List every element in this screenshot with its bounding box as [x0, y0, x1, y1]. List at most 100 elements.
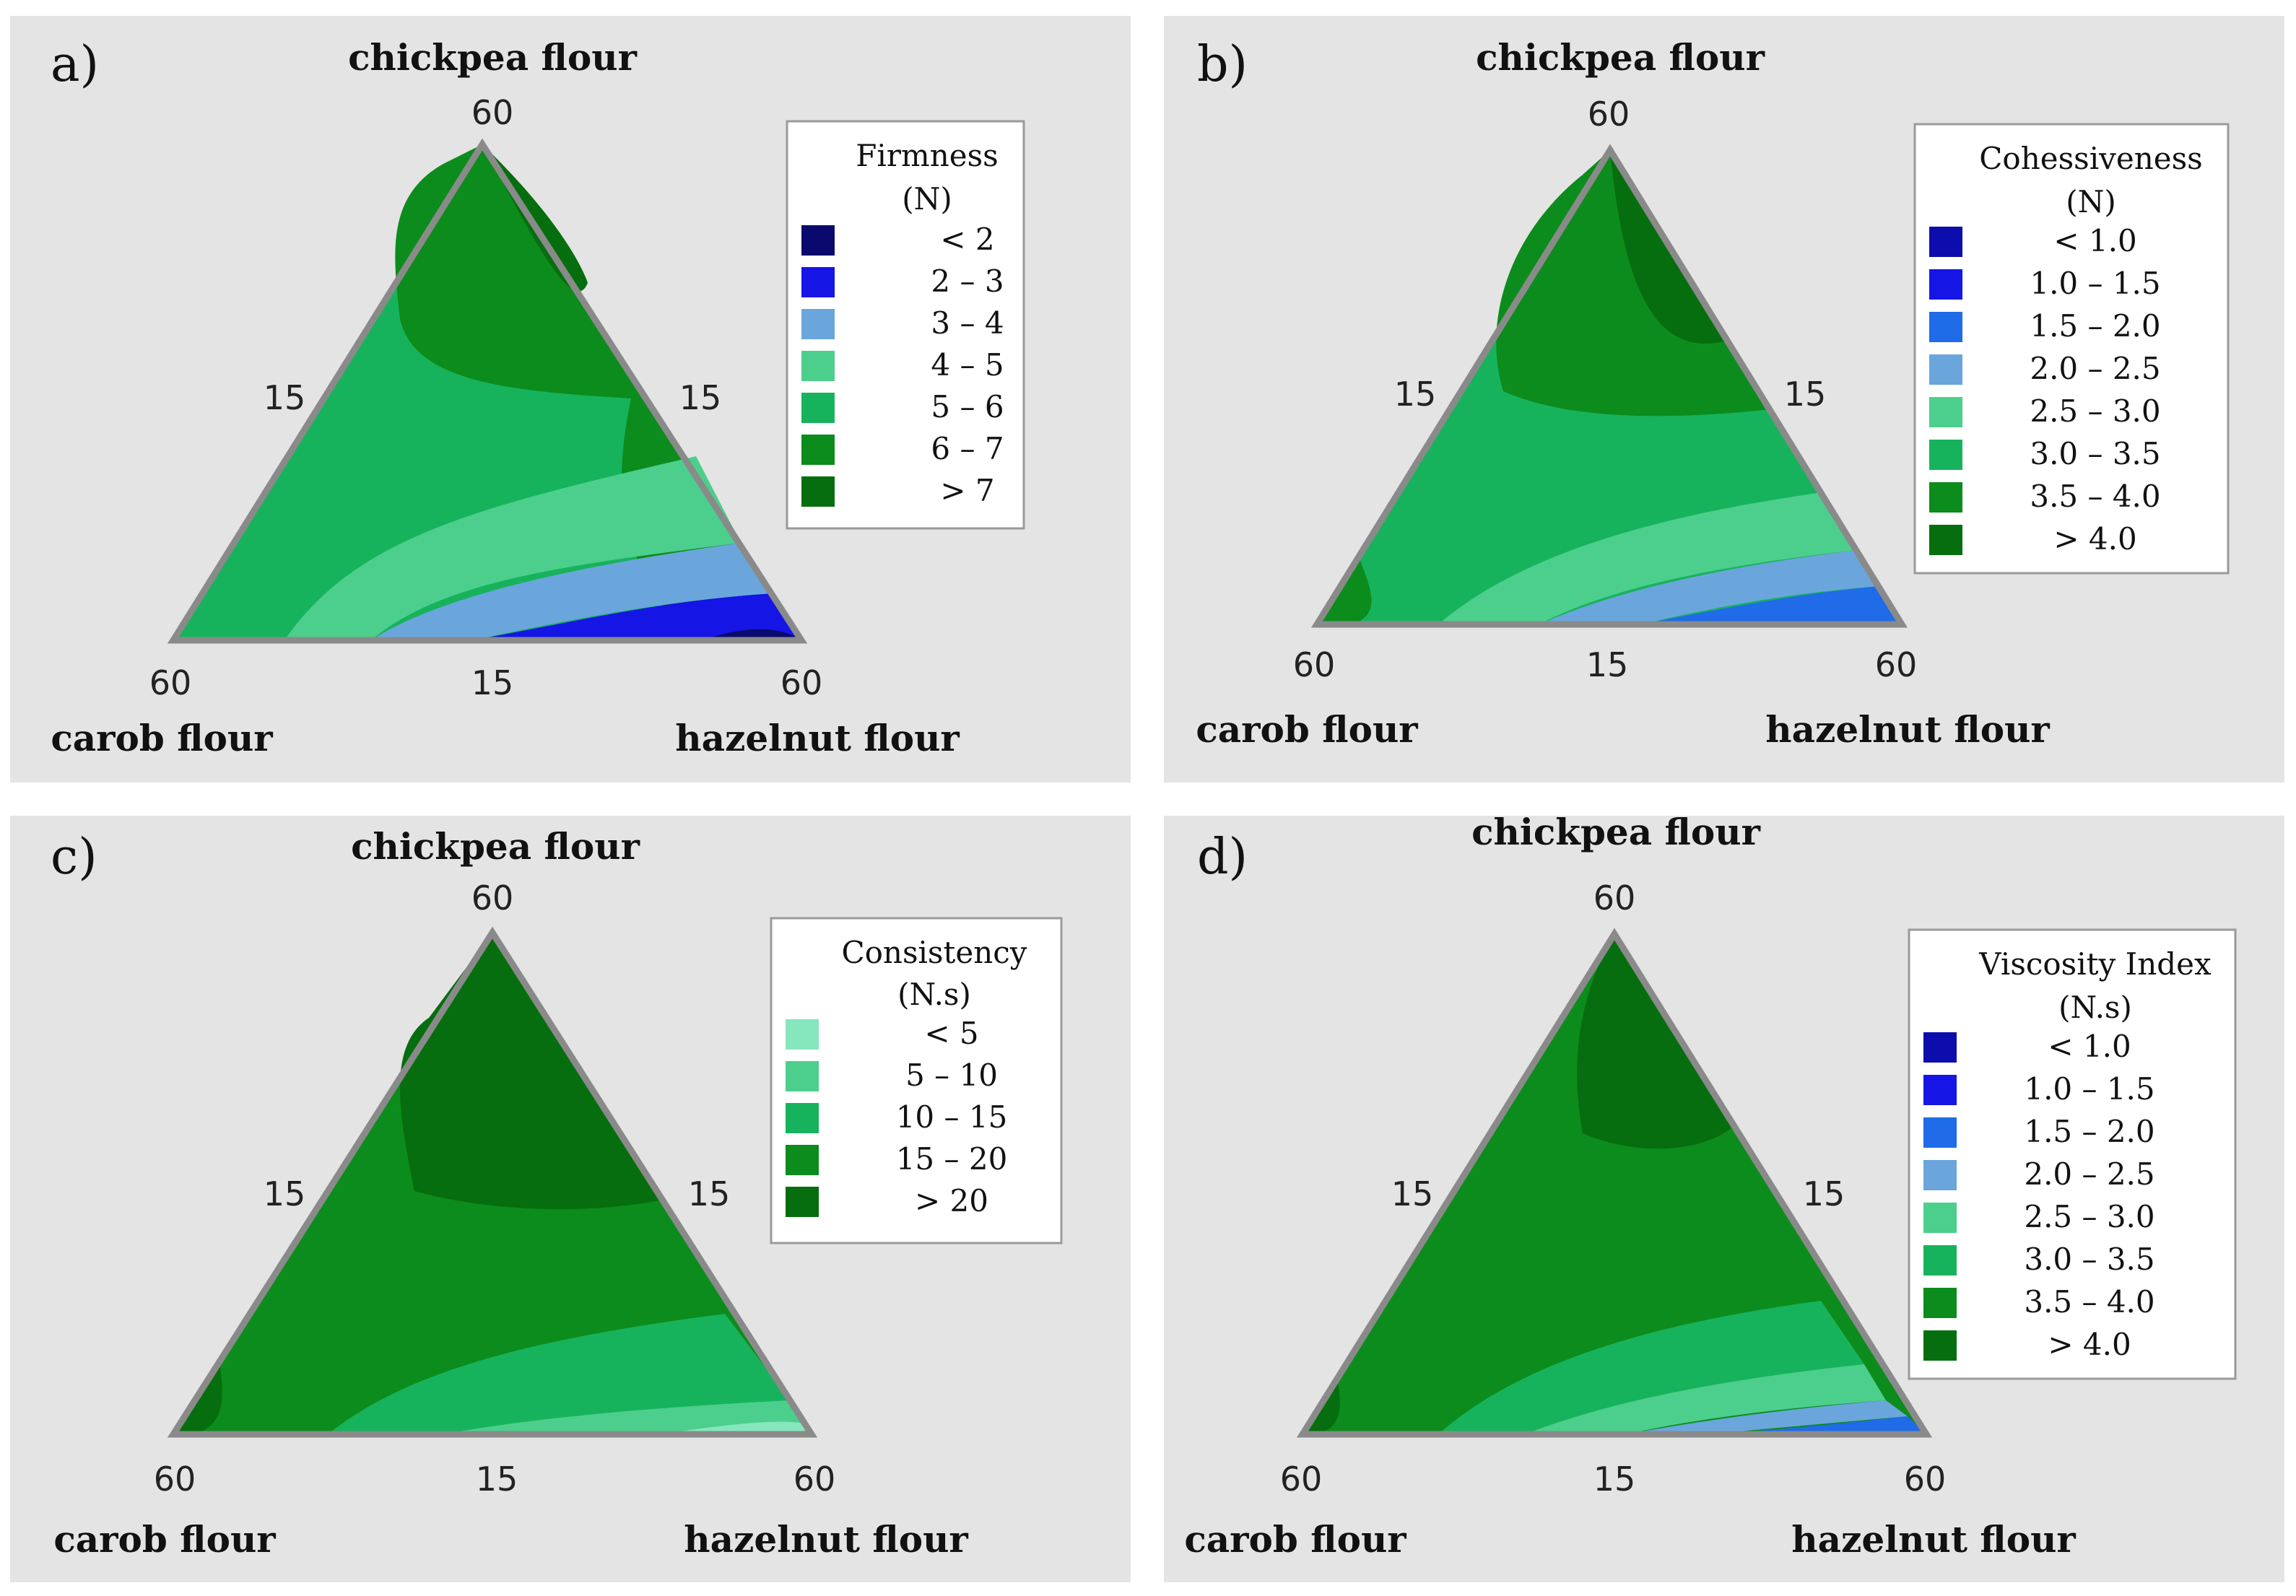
vertex-title-left: carob flour: [53, 1518, 276, 1561]
contour-region-6: [1626, 1400, 1908, 1434]
vertex-title-top: chickpea flour: [348, 36, 638, 79]
legend-items: < 5 5 – 10 10 – 15 15 – 20 > 20: [786, 1016, 1007, 1218]
tick-left-side: 15: [1394, 375, 1437, 414]
legend-label: 4 – 5: [931, 347, 1004, 383]
legend-swatch: [1923, 1330, 1957, 1361]
legend-swatch: [1923, 1203, 1957, 1233]
legend-label: < 1.0: [2048, 1029, 2131, 1064]
tick-left: 60: [1280, 1460, 1323, 1499]
tick-left-side: 15: [1391, 1174, 1434, 1213]
legend-swatch: [786, 1019, 819, 1050]
contour-region-5: [1438, 492, 1857, 624]
legend-swatch: [801, 225, 835, 256]
legend: Firmness (N) < 2 2 – 3 3 – 4 4 – 5 5 – 6 6 – …: [786, 120, 1025, 530]
tick-right: 60: [780, 663, 823, 702]
contour-region-2: [1577, 934, 1734, 1149]
tick-left-side: 15: [264, 1174, 306, 1213]
legend-title: Viscosity Index: [1978, 946, 2212, 982]
panel-b: b) chickpea flour carob flour hazelnut f…: [1164, 16, 2284, 782]
tick-right-side: 15: [1803, 1174, 1845, 1213]
legend-items: < 1.0 1.0 – 1.5 1.5 – 2.0 2.0 – 2.5 2.5 – 3.…: [1923, 1029, 2155, 1362]
contour-region-2: [1496, 150, 1770, 417]
legend-unit: (N): [2066, 184, 2116, 219]
legend-label: > 4.0: [2053, 521, 2136, 557]
contour-region-4: [284, 456, 741, 640]
contour-region-7: [1713, 1416, 1926, 1434]
legend-swatch: [1923, 1288, 1957, 1318]
legend-label: > 7: [940, 473, 994, 508]
legend-label: 6 – 7: [931, 431, 1004, 466]
legend-label: 10 – 15: [896, 1099, 1008, 1135]
legend: Viscosity Index (N.s) < 1.0 1.0 – 1.5 1.5 …: [1908, 928, 2237, 1380]
legend: Cohessiveness (N) < 1.0 1.0 – 1.5 1.5 – 2.…: [1913, 123, 2230, 575]
tick-right-side: 15: [679, 378, 722, 417]
legend-unit: (N.s): [897, 977, 971, 1012]
legend-title: Cohessiveness: [1979, 141, 2202, 176]
legend-label: 15 – 20: [896, 1141, 1008, 1177]
panel-label: a): [51, 36, 99, 93]
legend-swatch: [1929, 482, 1962, 513]
tick-bottom-side: 15: [1593, 1460, 1636, 1499]
ternary-plot: [167, 926, 818, 1438]
legend-label: 2 – 3: [931, 263, 1004, 299]
legend-swatch: [1923, 1117, 1957, 1148]
contour-region-2: [400, 933, 660, 1210]
tick-left: 60: [149, 663, 192, 702]
ternary-plot: [1296, 928, 1933, 1438]
tick-top: 60: [1593, 878, 1636, 917]
panel-c: c) chickpea flour carob flour hazelnut f…: [10, 816, 1131, 1582]
vertex-title-right: hazelnut flour: [675, 717, 960, 759]
legend-items: < 1.0 1.0 – 1.5 1.5 – 2.0 2.0 – 2.5 2.5 – 3.…: [1929, 223, 2161, 557]
legend-swatch: [786, 1103, 819, 1133]
legend-swatch: [801, 435, 835, 465]
legend-label: 3.0 – 3.5: [2030, 436, 2160, 471]
vertex-title-right: hazelnut flour: [684, 1518, 968, 1561]
vertex-title-right: hazelnut flour: [1765, 708, 2050, 751]
legend-title: Consistency: [841, 935, 1027, 970]
legend-swatch: [801, 267, 835, 297]
legend-label: 3.5 – 4.0: [2024, 1284, 2154, 1320]
legend-swatch: [786, 1187, 819, 1217]
legend-label: < 2: [940, 222, 994, 257]
legend-label: 3.0 – 3.5: [2024, 1242, 2154, 1277]
legend-label: 2.5 – 3.0: [2024, 1199, 2154, 1234]
legend-label: 1.0 – 1.5: [2024, 1071, 2154, 1107]
panel-label: c): [51, 829, 97, 886]
legend-label: < 1.0: [2053, 223, 2136, 258]
legend-swatch: [1923, 1032, 1957, 1063]
tick-left: 60: [154, 1460, 196, 1499]
tick-right-side: 15: [688, 1174, 731, 1213]
legend-swatch: [801, 309, 835, 339]
chart-c: c) chickpea flour carob flour hazelnut f…: [51, 825, 1063, 1561]
vertex-title-top: chickpea flour: [1471, 811, 1761, 853]
legend-swatch: [801, 351, 835, 381]
legend-label: 3.5 – 4.0: [2030, 479, 2160, 514]
tick-right-side: 15: [1784, 375, 1827, 414]
legend-unit: (N): [902, 181, 952, 217]
contour-region-4: [1438, 1301, 1864, 1434]
tick-bottom-side: 15: [476, 1460, 518, 1499]
ternary-plot: [1310, 144, 1908, 628]
legend-box: [1908, 928, 2237, 1380]
legend-label: > 20: [915, 1183, 988, 1218]
legend-swatch: [1923, 1245, 1957, 1276]
legend-swatch: [1923, 1160, 1957, 1190]
tick-top: 60: [471, 878, 514, 917]
panel-d: d) chickpea flour carob flour hazelnut f…: [1164, 811, 2284, 1582]
vertex-title-left: carob flour: [51, 717, 273, 759]
legend-label: 5 – 10: [905, 1058, 998, 1093]
legend-swatch: [1929, 525, 1962, 555]
chart-d: d) chickpea flour carob flour hazelnut f…: [1184, 811, 2237, 1561]
panel-label: d): [1197, 829, 1248, 886]
vertex-title-left: carob flour: [1184, 1518, 1406, 1561]
triangle-outline: [1296, 928, 1933, 1438]
vertex-title-top: chickpea flour: [351, 825, 640, 868]
contour-region-5: [371, 543, 774, 640]
legend-title: Firmness: [856, 138, 999, 173]
chart-a: a) chickpea flour carob flour hazelnut f…: [51, 36, 1025, 759]
legend-swatch: [786, 1061, 819, 1091]
legend-label: 1.5 – 2.0: [2030, 308, 2160, 344]
contour-region-6: [1539, 550, 1880, 624]
triangle-outline: [1310, 144, 1908, 628]
tick-top: 60: [471, 93, 514, 132]
